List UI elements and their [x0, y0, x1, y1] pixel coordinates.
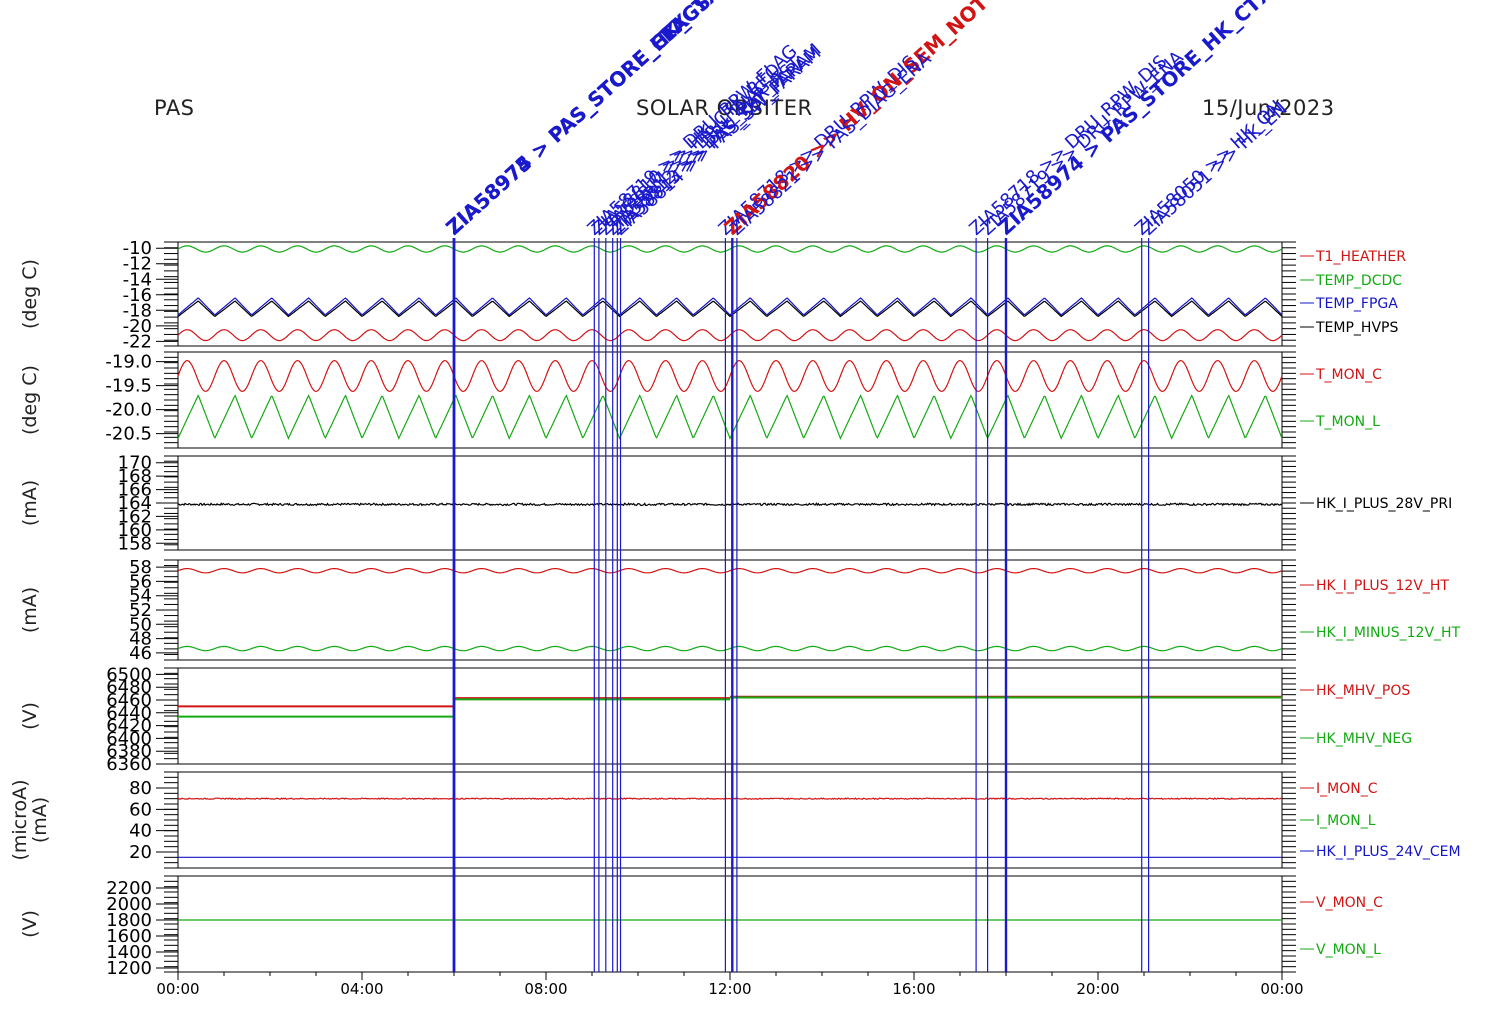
y-tick-label: 56 [129, 571, 152, 592]
series-legend-label: TEMP_HVPS [1315, 320, 1398, 336]
y-tick-label: -20.0 [105, 400, 152, 421]
y-tick-label: 6360 [106, 754, 152, 775]
series-line [177, 297, 1283, 316]
date-label: 15/Jun/2023 [1202, 96, 1335, 120]
panel-frame [177, 241, 1283, 347]
series-legend-label: T_MON_L [1315, 414, 1380, 430]
y-tick-label: 164 [118, 493, 152, 514]
y-tick-label: -18 [123, 300, 152, 321]
y-axis-label: (mA) [29, 797, 51, 843]
y-axis-label: (mA) [19, 480, 41, 526]
series-line [177, 245, 1283, 253]
x-tick-label: 00:00 [156, 980, 199, 998]
y-axis-label: (deg C) [19, 365, 41, 435]
event-label: ZIA58974 > PAS_STORE_HK_CTX [993, 0, 1277, 240]
panel-frame [177, 771, 1283, 869]
series-legend-label: T_MON_C [1315, 367, 1382, 383]
series-legend-label: HK_I_PLUS_28V_PRI [1316, 496, 1452, 512]
y-tick-label: -10 [123, 238, 152, 259]
series-legend-label: HK_MHV_NEG [1316, 731, 1412, 747]
y-tick-label: 1400 [106, 942, 152, 963]
y-tick-label: 168 [118, 466, 152, 487]
y-tick-label: 46 [129, 643, 152, 664]
series-legend-label: V_MON_L [1316, 942, 1381, 958]
series-line [177, 300, 1283, 318]
x-tick-label: 08:00 [524, 980, 567, 998]
series-legend-label: TEMP_FPGA [1315, 296, 1398, 312]
y-tick-label: 6400 [106, 728, 152, 749]
mission-label: SOLAR ORBITER [636, 96, 813, 120]
y-axis-label: (microA) [9, 779, 31, 860]
panel-frame [177, 455, 1283, 551]
y-tick-label: 158 [118, 533, 152, 554]
x-tick-label: 20:00 [1076, 980, 1119, 998]
y-axis-label: (V) [19, 702, 41, 730]
series-legend-label: I_MON_C [1316, 781, 1378, 797]
y-tick-label: 6460 [106, 690, 152, 711]
y-tick-label: 170 [118, 453, 152, 474]
series-line [177, 394, 1283, 440]
series-legend-label: T1_HEATHER [1315, 249, 1406, 265]
y-tick-label: 58 [129, 557, 152, 578]
x-tick-label: 12:00 [708, 980, 751, 998]
y-tick-label: 1800 [106, 910, 152, 931]
y-tick-label: 1200 [106, 958, 152, 979]
series-legend-label: HK_MHV_POS [1316, 683, 1410, 699]
y-tick-label: 80 [129, 778, 152, 799]
y-tick-label: -16 [123, 285, 152, 306]
y-tick-label: -19.0 [105, 352, 152, 373]
series-legend-label: HK_I_PLUS_12V_HT [1316, 578, 1449, 594]
y-tick-label: 6380 [106, 741, 152, 762]
y-axis-label: (V) [19, 910, 41, 938]
series-line [177, 645, 1283, 652]
series-legend-label: V_MON_C [1316, 895, 1383, 911]
series-line [177, 797, 1283, 801]
series-line [177, 502, 1283, 507]
y-tick-label: 6420 [106, 716, 152, 737]
series-line [177, 359, 1283, 393]
y-tick-label: 6480 [106, 677, 152, 698]
y-tick-label: 50 [129, 614, 152, 635]
y-tick-label: 20 [129, 842, 152, 863]
y-tick-label: -22 [123, 331, 152, 352]
y-tick-label: -20.5 [105, 424, 152, 445]
y-tick-label: 2000 [106, 894, 152, 915]
y-tick-label: 52 [129, 600, 152, 621]
y-tick-label: 6500 [106, 664, 152, 685]
series-legend-label: HK_I_PLUS_24V_CEM [1316, 844, 1461, 860]
y-tick-label: -19.5 [105, 376, 152, 397]
x-tick-label: 00:00 [1260, 980, 1303, 998]
y-axis-label: (deg C) [19, 259, 41, 329]
series-line [177, 568, 1283, 574]
y-tick-label: -12 [123, 254, 152, 275]
series-legend-label: HK_I_MINUS_12V_HT [1316, 625, 1461, 641]
x-tick-label: 04:00 [340, 980, 383, 998]
panel-frame [177, 559, 1283, 661]
y-tick-label: 160 [118, 520, 152, 541]
y-axis-label: (mA) [19, 587, 41, 633]
y-tick-label: 60 [129, 799, 152, 820]
y-tick-label: -14 [123, 269, 152, 290]
y-tick-label: 2200 [106, 878, 152, 899]
series-line [177, 329, 1283, 342]
y-tick-label: 1600 [106, 926, 152, 947]
x-tick-label: 16:00 [892, 980, 935, 998]
y-tick-label: -20 [123, 316, 152, 337]
series-legend-label: I_MON_L [1316, 813, 1376, 829]
y-tick-label: 48 [129, 629, 152, 650]
event-label: ZIA58051 >> HK_EN [1138, 98, 1292, 239]
y-tick-label: 162 [118, 506, 152, 527]
y-tick-label: 40 [129, 821, 152, 842]
panel-frame [177, 875, 1283, 973]
y-tick-label: 166 [118, 480, 152, 501]
y-tick-label: 54 [129, 586, 152, 607]
series-legend-label: TEMP_DCDC [1315, 273, 1402, 289]
y-tick-label: 6440 [106, 703, 152, 724]
instrument-label: PAS [154, 96, 195, 120]
